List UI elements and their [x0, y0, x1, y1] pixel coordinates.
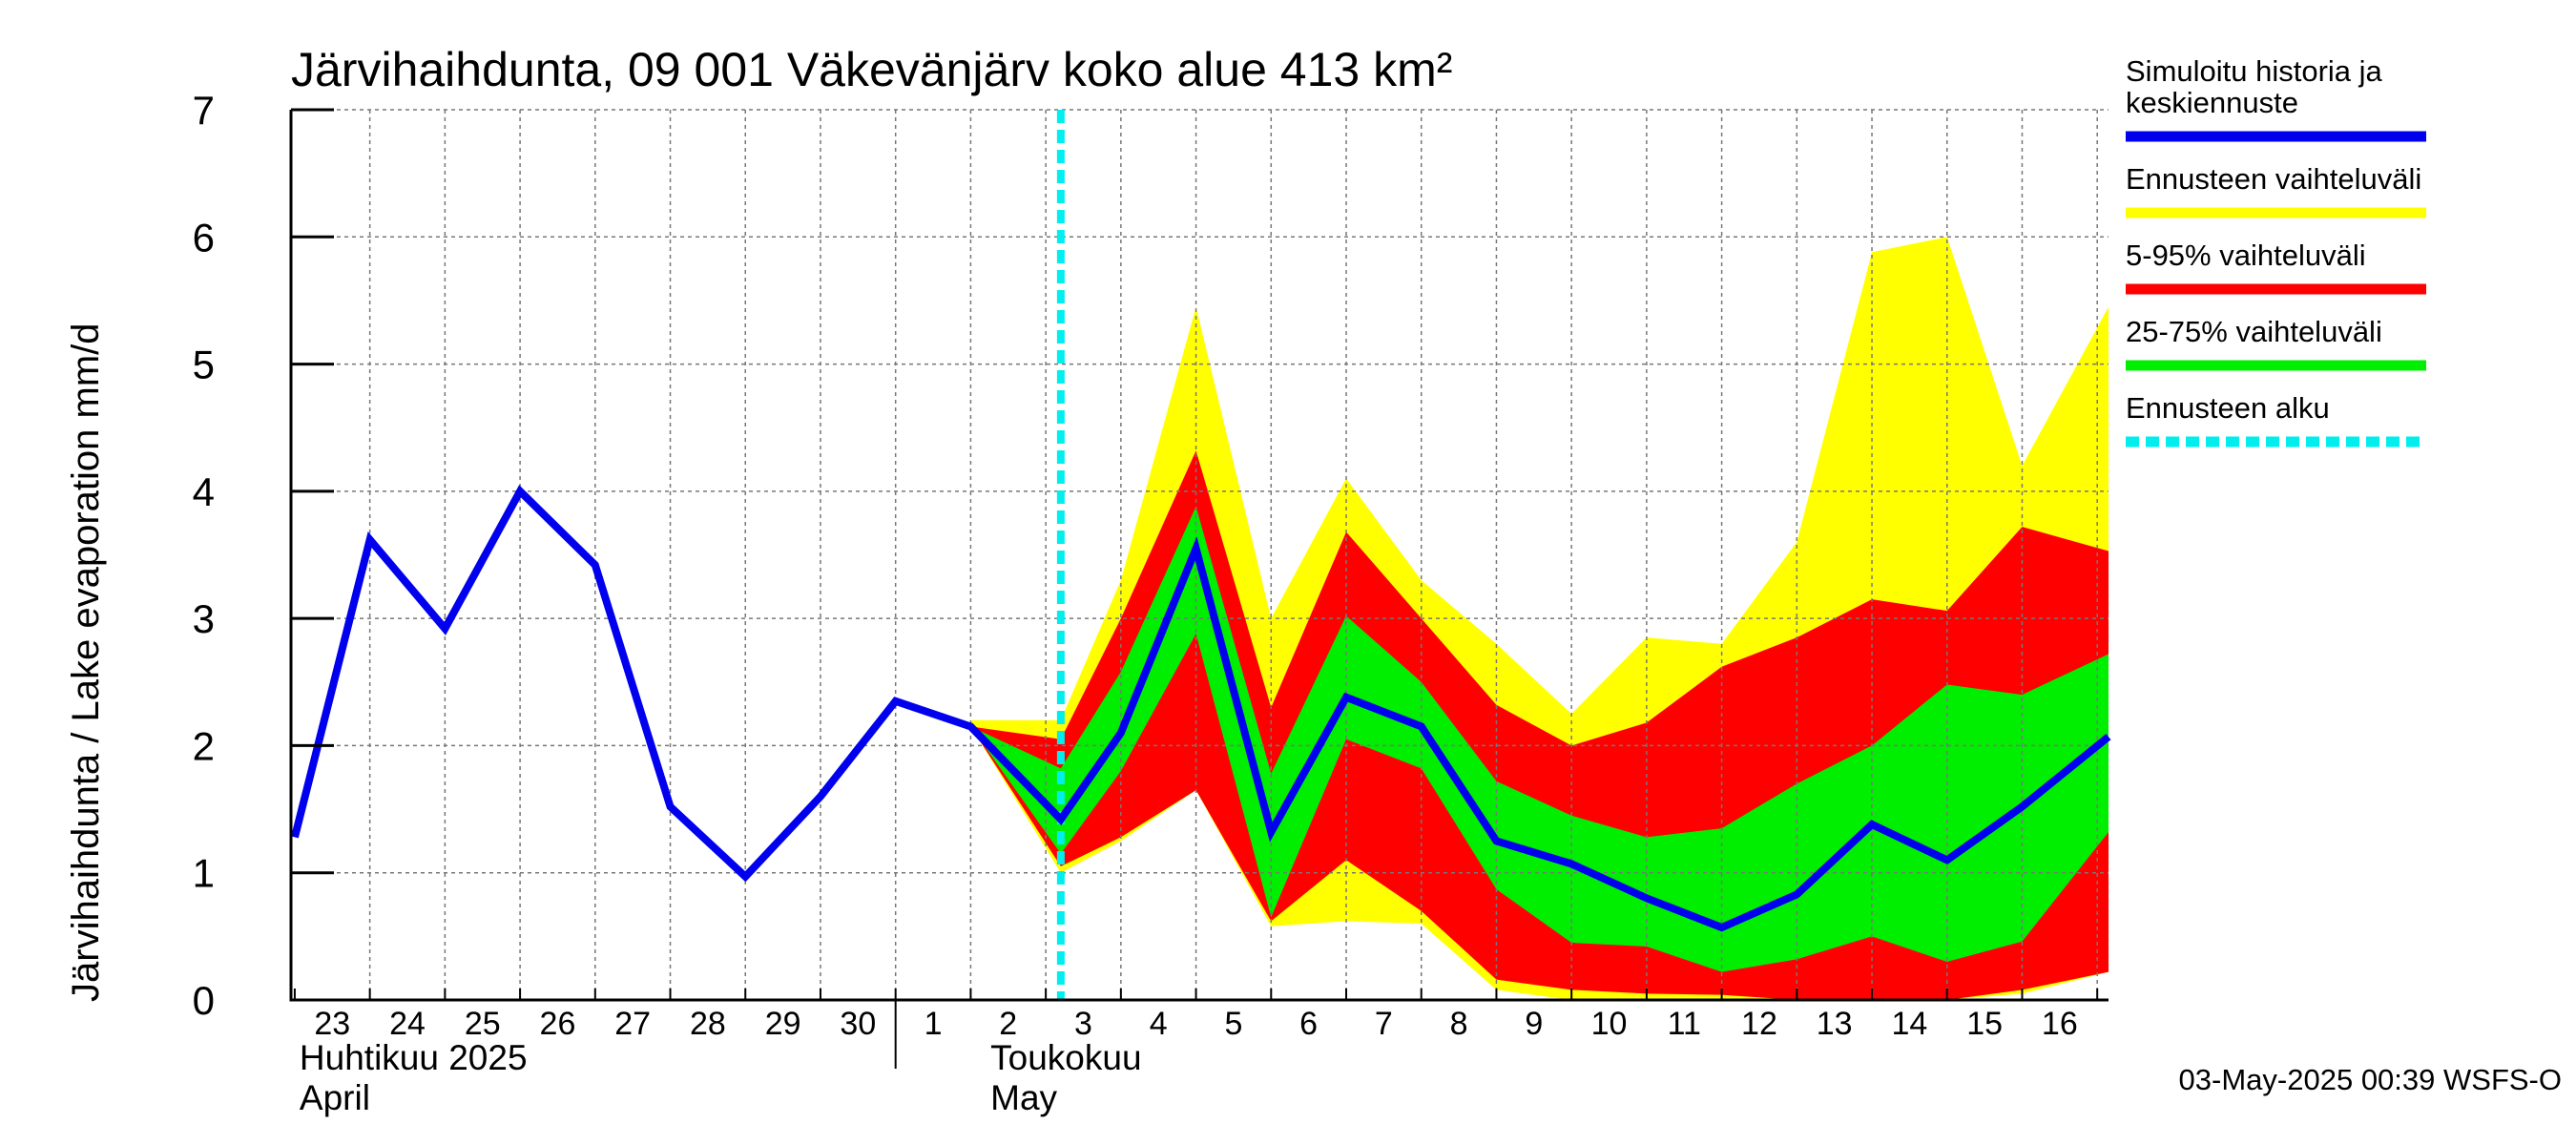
y-tick-labels: 0 1 2 3 4 5 6 7 [193, 88, 215, 1023]
legend-forecast-range-label: Ennusteen vaihteluväli [2126, 162, 2421, 196]
x-tick-label: 28 [690, 1006, 726, 1042]
y-tick-label: 7 [193, 88, 215, 133]
y-tick-label: 3 [193, 596, 215, 641]
x-tick-label: 23 [314, 1006, 350, 1042]
y-tick-label: 2 [193, 723, 215, 768]
y-tick-label: 5 [193, 343, 215, 387]
series-line-history-forecast [291, 485, 2111, 932]
x-tick-label: 30 [840, 1006, 876, 1042]
band-layer [970, 237, 2109, 1001]
x-tick-label: 25 [465, 1006, 501, 1042]
y-tick-label: 4 [193, 469, 215, 514]
x-tick-labels: 23 24 25 26 27 28 29 30 1 2 3 4 5 6 7 8 9 10 11 12 13 14 15 16 [314, 1006, 2077, 1042]
x-tick-label: 4 [1150, 1006, 1168, 1042]
x-tick-label: 9 [1525, 1006, 1543, 1042]
legend-25-75-label: 25-75% vaihteluväli [2126, 315, 2382, 348]
line-layer [291, 110, 2111, 1000]
x-tick-label: 27 [614, 1006, 651, 1042]
legend-5-95-label: 5-95% vaihteluväli [2126, 239, 2366, 272]
legend-forecast-start-label: Ennusteen alku [2126, 391, 2330, 425]
legend-history-label: Simuloitu historia ja [2126, 54, 2383, 88]
y-tick-label: 1 [193, 851, 215, 896]
x-tick-label: 15 [1966, 1006, 2003, 1042]
axis-layer [289, 108, 2109, 1069]
x-tick-label: 7 [1375, 1006, 1393, 1042]
x-tick-label: 13 [1817, 1006, 1853, 1042]
footer-timestamp: 03-May-2025 00:39 WSFS-O [2179, 1063, 2562, 1096]
month-label-en: May [990, 1078, 1057, 1117]
x-tick-label: 14 [1891, 1006, 1927, 1042]
x-tick-label: 12 [1741, 1006, 1777, 1042]
x-tick-label: 6 [1299, 1006, 1318, 1042]
x-tick-label: 8 [1450, 1006, 1468, 1042]
x-tick-label: 1 [924, 1006, 943, 1042]
x-tick-label: 10 [1591, 1006, 1628, 1042]
x-tick-label: 2 [999, 1006, 1017, 1042]
x-tick-label: 11 [1668, 1006, 1701, 1042]
x-tick-label: 3 [1074, 1006, 1092, 1042]
x-tick-label: 26 [540, 1006, 576, 1042]
grid-layer [291, 109, 2109, 1000]
x-tick-label: 24 [389, 1006, 426, 1042]
x-tick-label: 5 [1224, 1006, 1242, 1042]
month-label-en: April [300, 1078, 370, 1117]
month-label-fi: Toukokuu [990, 1038, 1141, 1077]
band-25-75 [970, 506, 2109, 972]
legend-history-label: keskiennuste [2126, 86, 2298, 119]
chart-title: Järvihaihdunta, 09 001 Väkevänjärv koko … [291, 43, 1452, 96]
y-tick-label: 6 [193, 215, 215, 260]
x-tick-label: 16 [2042, 1006, 2078, 1042]
y-tick-label: 0 [193, 978, 215, 1023]
x-tick-label: 29 [765, 1006, 801, 1042]
y-axis-label: Järvihaihdunta / Lake evaporation mm/d [65, 323, 107, 1002]
month-label-fi: Huhtikuu 2025 [300, 1038, 528, 1077]
